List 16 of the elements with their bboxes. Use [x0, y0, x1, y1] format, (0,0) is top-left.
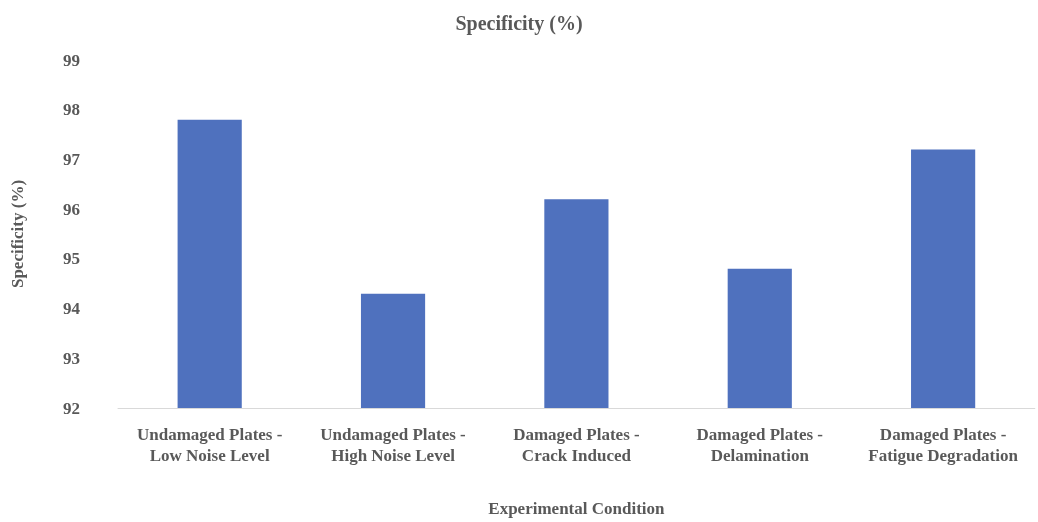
- x-tick-label: Damaged Plates - Delamination: [696, 425, 824, 465]
- y-tick-label: 95: [63, 249, 80, 269]
- chart-title: Specificity (%): [455, 12, 583, 35]
- x-axis-title: Experimental Condition: [488, 499, 666, 518]
- y-tick-label: 94: [63, 299, 81, 319]
- y-tick-label: 98: [63, 100, 80, 120]
- y-tick-label: 96: [63, 199, 80, 219]
- y-axis-title: Specificity (%): [8, 179, 27, 289]
- y-tick-label: 92: [63, 398, 80, 418]
- x-tick-label: Damaged Plates - Fatigue Degradation: [868, 425, 1019, 465]
- x-tick-label: Undamaged Plates - High Noise Level: [320, 425, 467, 465]
- x-tick-label: Undamaged Plates - Low Noise Level: [136, 425, 283, 465]
- x-tick-label: Damaged Plates - Crack Induced: [513, 425, 640, 465]
- y-tick-label: 93: [63, 348, 80, 368]
- y-tick-label: 99: [63, 50, 80, 70]
- y-tick-label: 97: [63, 149, 81, 169]
